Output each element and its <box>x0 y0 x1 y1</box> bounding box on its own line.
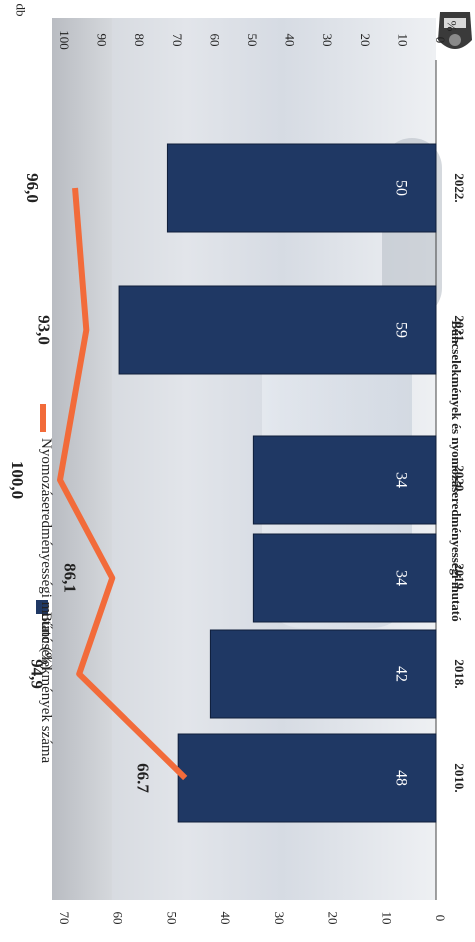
right-tick-label: 80 <box>132 34 147 47</box>
category-label: 2019. <box>452 563 467 592</box>
bar-value-label: 48 <box>392 770 409 786</box>
line-value-label: 96,0 <box>23 173 42 203</box>
bar <box>166 143 437 233</box>
left-tick-label: 50 <box>164 912 179 925</box>
left-tick-label: 60 <box>111 912 126 925</box>
bar <box>252 533 437 623</box>
right-tick-label: 30 <box>320 34 335 47</box>
line-series <box>57 187 188 781</box>
bar <box>118 285 437 375</box>
right-tick-label: 40 <box>283 34 298 47</box>
left-tick-label: 0 <box>433 915 448 922</box>
bar-value-label: 50 <box>392 180 409 196</box>
line-value-label: 93,0 <box>34 315 53 345</box>
left-tick-label: 40 <box>218 912 233 925</box>
legend-swatch-bars <box>36 600 48 614</box>
bar-value-label: 59 <box>392 322 409 338</box>
line-value-label: 94,9 <box>27 659 46 689</box>
category-label: 2018. <box>452 659 467 688</box>
bar-value-label: 34 <box>392 472 409 488</box>
right-tick-label: 70 <box>170 34 185 47</box>
bar <box>177 733 437 823</box>
category-label: 2021. <box>452 315 467 344</box>
right-tick-label: 50 <box>245 34 260 47</box>
right-tick-label: 60 <box>207 34 222 47</box>
category-label: 2010. <box>452 763 467 792</box>
category-label: 2022. <box>452 173 467 202</box>
left-tick-label: 20 <box>326 912 341 925</box>
police-badge-icon <box>438 12 472 49</box>
left-tick-label: 30 <box>272 912 287 925</box>
bar <box>252 435 437 525</box>
bar <box>209 629 437 719</box>
bar-value-label: 42 <box>392 666 409 682</box>
right-tick-label: 100 <box>57 30 72 50</box>
left-tick-label: 10 <box>379 912 394 925</box>
legend-swatch-line <box>40 404 46 432</box>
line-value-label: 100,0 <box>8 461 27 499</box>
right-tick-label: 90 <box>95 34 110 47</box>
right-tick-label: 0 <box>433 37 448 44</box>
category-label: 2020. <box>452 465 467 494</box>
right-tick-label: 20 <box>358 34 373 47</box>
line-value-label: 66.7 <box>133 763 152 793</box>
line-value-label: 86,1 <box>60 563 79 593</box>
right-tick-label: 10 <box>395 34 410 47</box>
bar-value-label: 34 <box>392 570 409 586</box>
left-tick-label: 70 <box>57 912 72 925</box>
